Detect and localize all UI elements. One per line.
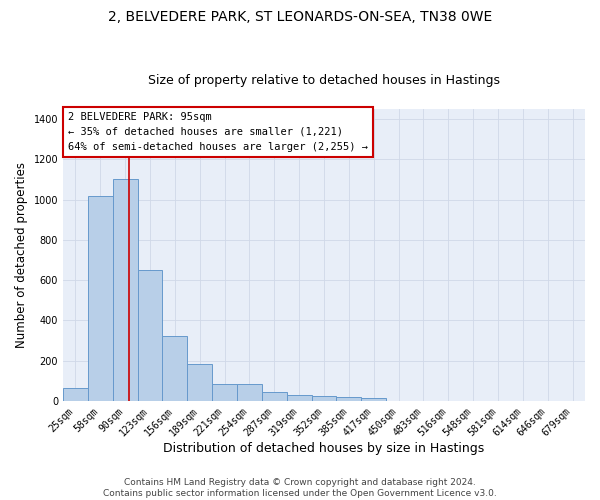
Bar — [163, 336, 187, 401]
Text: 2 BELVEDERE PARK: 95sqm
← 35% of detached houses are smaller (1,221)
64% of semi: 2 BELVEDERE PARK: 95sqm ← 35% of detache… — [68, 112, 368, 152]
Text: 2, BELVEDERE PARK, ST LEONARDS-ON-SEA, TN38 0WE: 2, BELVEDERE PARK, ST LEONARDS-ON-SEA, T… — [108, 10, 492, 24]
X-axis label: Distribution of detached houses by size in Hastings: Distribution of detached houses by size … — [163, 442, 485, 455]
Y-axis label: Number of detached properties: Number of detached properties — [15, 162, 28, 348]
Bar — [337, 396, 361, 401]
Title: Size of property relative to detached houses in Hastings: Size of property relative to detached ho… — [148, 74, 500, 87]
Bar — [361, 398, 386, 401]
Bar — [63, 388, 88, 401]
Bar — [187, 364, 212, 401]
Bar — [287, 396, 311, 401]
Text: Contains HM Land Registry data © Crown copyright and database right 2024.
Contai: Contains HM Land Registry data © Crown c… — [103, 478, 497, 498]
Bar — [113, 180, 137, 401]
Bar — [212, 384, 237, 401]
Bar — [311, 396, 337, 401]
Bar — [237, 384, 262, 401]
Bar — [137, 270, 163, 401]
Bar — [262, 392, 287, 401]
Bar — [88, 196, 113, 401]
